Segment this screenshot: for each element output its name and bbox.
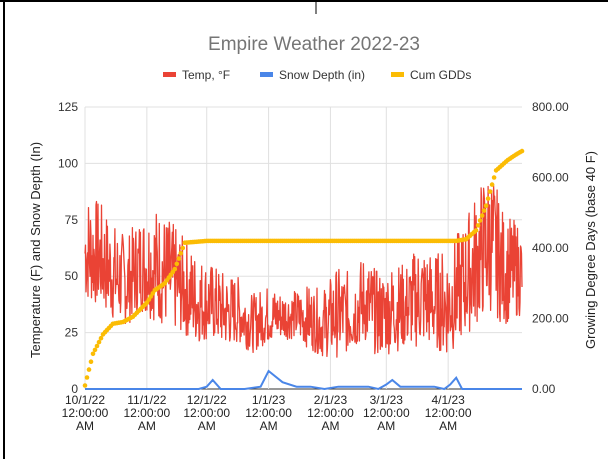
gdd-point bbox=[473, 228, 479, 233]
legend-swatch-snow bbox=[260, 72, 273, 77]
x-tick-label: 12:00:00 bbox=[183, 406, 230, 420]
gdd-point bbox=[82, 383, 88, 388]
x-tick-label: 1/1/23 bbox=[252, 393, 286, 407]
legend-item-temp: Temp, °F bbox=[163, 68, 230, 82]
legend-swatch-gdd bbox=[391, 72, 404, 77]
x-tick-label: 12:00:00 bbox=[123, 406, 170, 420]
gdd-point bbox=[491, 175, 497, 180]
gdd-point bbox=[176, 256, 182, 261]
gdd-point bbox=[92, 347, 98, 353]
gdd-point bbox=[483, 203, 489, 208]
y-tick-label: 75 bbox=[65, 213, 79, 227]
x-tick-label: AM bbox=[321, 419, 339, 433]
gdd-point bbox=[94, 343, 100, 349]
legend-swatch-temp bbox=[163, 72, 176, 77]
x-tick-label: 12:00:00 bbox=[425, 406, 472, 420]
y-tick-label: 50 bbox=[65, 269, 79, 283]
chart-title: Empire Weather 2022-23 bbox=[208, 34, 420, 55]
gdd-point bbox=[86, 367, 92, 372]
x-tick-label: 12/1/22 bbox=[187, 393, 227, 407]
gdd-point bbox=[172, 266, 178, 272]
temp-series-line bbox=[84, 185, 523, 358]
gdd-point bbox=[180, 245, 186, 251]
y2-axis-title: Growing Degree Days (base 40 F) bbox=[583, 151, 598, 349]
x-tick-label: 11/1/22 bbox=[127, 393, 166, 407]
gridlines bbox=[84, 106, 522, 390]
gdd-point bbox=[479, 213, 485, 218]
x-tick-label: AM bbox=[377, 419, 395, 433]
y2-tick-label: 400.00 bbox=[532, 241, 569, 255]
snow-series-line bbox=[85, 369, 522, 391]
x-tick-label: 12:00:00 bbox=[363, 406, 410, 420]
y-axis-title: Temperature (F) and Snow Depth (In) bbox=[28, 142, 43, 358]
x-tick-label: 12:00:00 bbox=[307, 406, 354, 420]
axis-ticks: 0 25 50 75 100 125 0.00 200.00 400.00 600.00 800.0… bbox=[58, 100, 569, 433]
gdd-point bbox=[481, 208, 487, 213]
legend-label-temp: Temp, °F bbox=[182, 68, 230, 82]
legend-item-snow: Snow Depth (in) bbox=[260, 68, 365, 82]
gdd-point bbox=[178, 251, 184, 256]
gdd-point bbox=[487, 189, 493, 194]
legend-label-snow: Snow Depth (in) bbox=[279, 68, 365, 82]
y2-tick-label: 0.00 bbox=[532, 382, 556, 396]
x-tick-label: AM bbox=[260, 419, 278, 433]
x-tick-label: 2/1/23 bbox=[314, 393, 348, 407]
x-tick-label: 10/1/22 bbox=[65, 393, 105, 407]
y-tick-label: 125 bbox=[58, 100, 78, 114]
x-tick-label: AM bbox=[138, 419, 156, 433]
x-tick-label: AM bbox=[439, 419, 457, 433]
gdd-point bbox=[88, 359, 94, 365]
legend: Temp, °F Snow Depth (in) Cum GDDs bbox=[163, 68, 471, 82]
x-tick-label: 4/1/23 bbox=[431, 393, 465, 407]
x-tick-label: 12:00:00 bbox=[245, 406, 292, 420]
y-tick-label: 25 bbox=[65, 326, 79, 340]
x-tick-label: AM bbox=[198, 419, 216, 433]
gdd-point bbox=[519, 148, 525, 154]
gdd-point bbox=[84, 375, 90, 380]
legend-label-gdd: Cum GDDs bbox=[410, 68, 471, 82]
y2-tick-label: 800.00 bbox=[532, 100, 569, 114]
y2-tick-label: 600.00 bbox=[532, 171, 569, 185]
x-tick-label: 3/1/23 bbox=[370, 393, 404, 407]
gdd-point bbox=[485, 196, 491, 201]
gdd-point bbox=[489, 182, 495, 187]
gdd-point bbox=[477, 218, 483, 223]
y2-tick-label: 200.00 bbox=[532, 312, 569, 326]
x-tick-label: AM bbox=[76, 419, 94, 433]
x-tick-label: 12:00:00 bbox=[62, 406, 109, 420]
gdd-point bbox=[475, 223, 481, 228]
legend-item-gdd: Cum GDDs bbox=[391, 68, 471, 82]
gdd-point bbox=[90, 351, 96, 357]
plot-area bbox=[82, 148, 525, 391]
y-tick-label: 100 bbox=[58, 156, 78, 170]
gdd-point bbox=[174, 261, 180, 267]
gdd-point bbox=[96, 339, 102, 345]
y-tick-label: 0 bbox=[71, 382, 78, 396]
gdd-point bbox=[98, 335, 104, 341]
